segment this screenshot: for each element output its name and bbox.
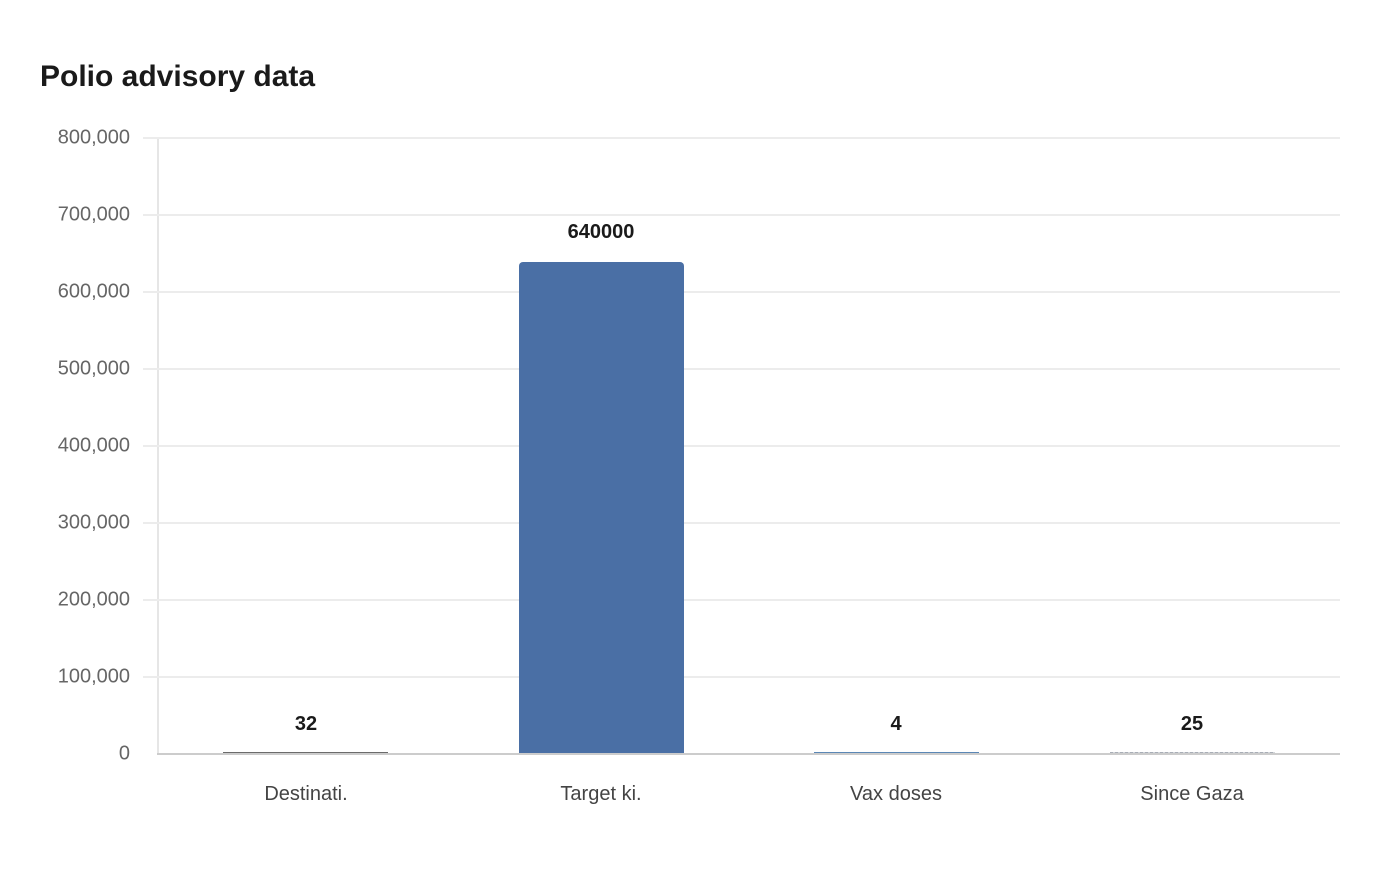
x-category-label: Vax doses [850,783,942,805]
gridline [143,368,1340,370]
y-tick-label: 600,000 [57,280,130,303]
x-category-label: Target ki. [560,783,642,805]
y-tick-label: 500,000 [57,357,130,380]
y-tick-label: 400,000 [57,434,130,457]
gridline [143,137,1340,139]
x-category-label: Destinati. [264,783,348,805]
y-tick-label: 100,000 [57,665,130,688]
y-tick-label: 0 [118,742,130,765]
y-tick-label: 800,000 [57,126,130,149]
bar-value-label: 25 [1180,713,1204,735]
chart-title: Polio advisory data [40,60,316,93]
bar-value-label: 4 [890,713,902,735]
x-category-label: Since Gaza [1140,783,1244,805]
y-tick-label: 300,000 [57,511,130,534]
y-tick-label: 200,000 [57,588,130,611]
y-tick-label: 700,000 [57,203,130,226]
gridline [143,214,1340,216]
gridline [143,676,1340,678]
bar-target-kids[interactable] [519,262,684,754]
x-axis-line [157,753,1340,755]
gridline [143,291,1340,293]
gridline [143,445,1340,447]
bar-value-label: 640000 [567,221,635,243]
gridline [143,522,1340,524]
gridline [143,599,1340,601]
bar-value-label: 32 [294,713,318,735]
